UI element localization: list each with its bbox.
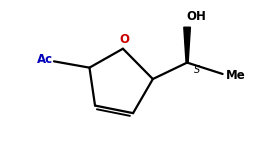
Polygon shape bbox=[183, 27, 190, 63]
Text: S: S bbox=[193, 65, 199, 75]
Text: Me: Me bbox=[225, 69, 244, 82]
Text: Ac: Ac bbox=[36, 53, 53, 66]
Text: O: O bbox=[119, 33, 129, 46]
Text: OH: OH bbox=[185, 10, 205, 23]
